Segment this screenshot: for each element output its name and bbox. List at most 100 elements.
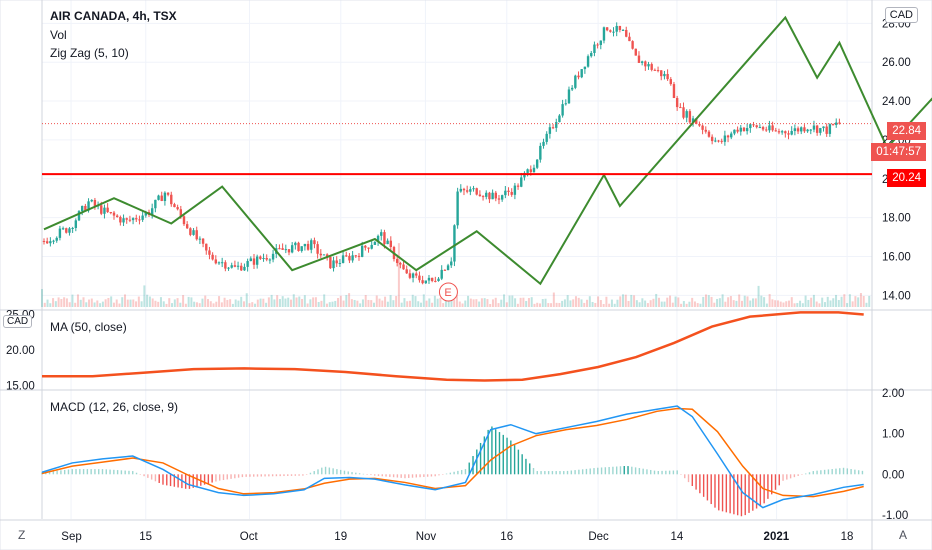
candle-body [360,245,364,257]
macd-histogram-bar [793,474,796,478]
macd-histogram-bar [245,474,247,477]
candle-body [580,69,583,78]
macd-histogram-bar [150,474,153,480]
macd-histogram-bar [113,469,115,475]
macd-histogram-bar [63,469,66,475]
volume-bar [218,296,221,307]
volume-bar [220,302,223,307]
volume-bar [381,300,384,307]
volume-bar [500,299,503,307]
volume-bar [420,302,423,307]
macd-histogram-bar [234,474,236,479]
volume-bar [182,295,185,307]
volume-bar [251,302,254,307]
macd-histogram-bar [370,474,372,476]
volume-bar [129,299,132,307]
macd-histogram-bar [290,474,293,476]
candle-body [421,280,424,284]
volume-bar [688,301,691,307]
zoom-toggle-button[interactable]: Z [18,528,26,542]
ma-currency-button[interactable]: CAD [3,315,33,328]
currency-button[interactable]: CAD [884,7,918,23]
candle-body [758,127,762,129]
macd-histogram-bar [653,470,656,475]
macd-histogram-bar [271,474,274,477]
candle-body [488,192,491,200]
volume-bar [384,296,387,307]
macd-histogram-bar [695,474,697,490]
volume-bar [677,297,680,307]
macd-histogram-bar [839,468,841,475]
candle-body [469,189,472,192]
volume-bar [190,297,193,307]
macd-histogram-bar [725,474,728,513]
candle-body [135,218,138,220]
volume-bar [489,303,492,307]
volume-bar [464,300,467,307]
volume-bar [727,297,730,307]
macd-histogram-bar [801,474,803,475]
time-axis-tick: 19 [334,531,347,543]
volume-bar [475,299,478,307]
volume-bar [754,298,757,307]
candle-body [294,242,297,246]
volume-bar [124,294,126,307]
candle-body [138,219,141,221]
macd-histogram-bar [513,445,516,475]
macd-histogram-bar [525,458,527,475]
volume-bar [613,303,616,307]
volume-bar [165,303,168,307]
candle-body [800,127,803,132]
candle-body [695,118,698,124]
macd-histogram-bar [642,468,644,475]
volume-bar [121,297,124,307]
macd-line [41,405,864,509]
candle-body [411,273,415,278]
candle-body [45,241,49,244]
time-axis-tick: 14 [670,531,683,543]
candle-body [93,199,97,206]
volume-bar [693,301,696,307]
volume-bar [835,294,838,307]
auto-scale-button[interactable]: A [899,528,908,542]
macd-histogram-bar [434,474,436,477]
candle-body [752,124,755,126]
candle-body [131,218,135,221]
volume-bar [660,301,663,307]
volume-bar [60,299,63,307]
volume-bar [256,299,259,307]
macd-histogram-bar [423,474,425,477]
candle-body [574,75,577,88]
candle-body [717,140,720,142]
candle-body [669,79,672,85]
volume-bar [729,296,732,307]
volume-bar [392,300,395,307]
candle-body [796,128,800,132]
volume-bar [151,298,154,307]
candle-body [523,172,526,178]
candle-body [475,188,478,195]
candle-body [459,188,462,192]
macd-histogram-bar [404,474,406,479]
candle-body [163,192,167,201]
volume-bar [207,299,209,307]
volume-bar [74,302,77,307]
volume-bar [422,294,425,307]
candle-body [443,269,447,271]
volume-bar [533,303,536,307]
candle-body [516,185,520,187]
candle-body [128,219,132,221]
macd-histogram-bar [128,470,130,475]
volume-bar [514,298,517,307]
volume-bar [796,303,799,307]
macd-histogram-bar [770,474,773,495]
macd-histogram-bar [453,471,455,475]
volume-bar [785,301,788,307]
macd-histogram-bar [362,473,365,475]
volume-bar [497,303,500,307]
volume-bar [550,303,553,307]
volume-bar [519,297,522,307]
candle-body [150,208,154,216]
macd-histogram-bar [52,471,55,475]
